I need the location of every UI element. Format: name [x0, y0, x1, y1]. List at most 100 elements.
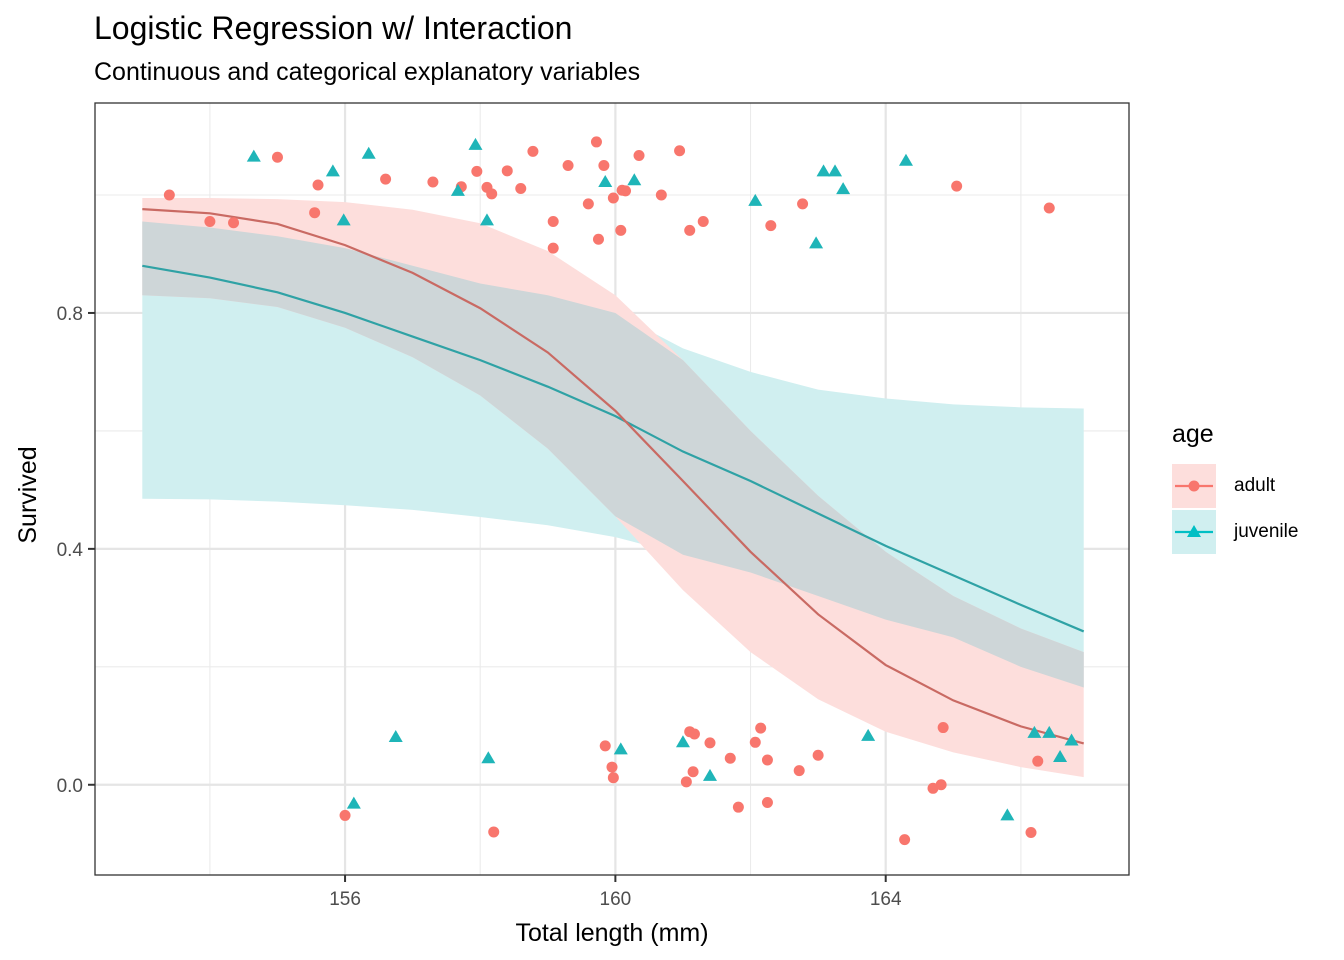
point-adult [680, 776, 692, 788]
point-adult [339, 809, 351, 821]
point-adult [547, 242, 559, 254]
point-juvenile [836, 182, 851, 195]
legend-label-adult: adult [1234, 475, 1276, 496]
point-juvenile [828, 164, 843, 177]
y-tick-label: 0.8 [57, 304, 83, 325]
point-adult [724, 752, 736, 764]
point-juvenile [675, 735, 690, 748]
point-adult [793, 765, 805, 777]
point-adult [687, 766, 699, 778]
point-juvenile [748, 193, 763, 206]
point-adult [309, 207, 321, 219]
point-adult [547, 216, 559, 228]
point-adult [501, 165, 513, 177]
point-adult [590, 136, 602, 148]
point-juvenile [481, 751, 496, 764]
point-adult [228, 217, 240, 229]
legend-swatch-triangle [1187, 525, 1201, 537]
point-juvenile [1053, 750, 1068, 763]
x-axis-title: Total length (mm) [515, 919, 708, 947]
point-juvenile [1064, 733, 1079, 746]
point-adult [765, 220, 777, 232]
point-adult [812, 749, 824, 761]
point-juvenile [479, 213, 494, 226]
point-adult [486, 188, 498, 200]
point-juvenile [346, 796, 361, 809]
point-juvenile [613, 742, 628, 755]
legend: age adult juvenile [1172, 420, 1298, 555]
point-juvenile [336, 213, 351, 226]
point-adult [471, 165, 483, 177]
point-adult [592, 233, 604, 245]
point-adult [607, 772, 619, 784]
point-adult [562, 160, 574, 172]
point-adult [1043, 202, 1055, 214]
point-adult [527, 145, 539, 157]
point-adult [582, 198, 594, 210]
point-juvenile [246, 149, 261, 162]
chart-title: Logistic Regression w/ Interaction [94, 10, 573, 46]
point-adult [599, 740, 611, 752]
fit-lines [142, 208, 1085, 745]
legend-swatch-juvenile [1172, 510, 1216, 554]
point-adult [688, 728, 700, 740]
point-adult [697, 216, 709, 228]
chart-subtitle: Continuous and categorical explanatory v… [94, 58, 641, 86]
point-juvenile [598, 175, 613, 188]
legend-swatch-adult [1172, 464, 1216, 508]
point-juvenile [1000, 808, 1015, 821]
confidence-ribbons [142, 197, 1084, 778]
point-juvenile [861, 728, 876, 741]
x-axis: 156 160 164 [329, 875, 902, 910]
y-tick-label: 0.4 [57, 540, 84, 561]
point-adult [606, 761, 618, 773]
point-adult [935, 779, 947, 791]
point-adult [620, 185, 632, 197]
point-adult [1025, 827, 1037, 839]
point-adult [312, 179, 324, 191]
y-tick-label: 0.0 [57, 776, 83, 797]
point-adult [204, 216, 216, 228]
fit-line-juvenile [142, 264, 1085, 633]
point-adult [749, 736, 761, 748]
point-juvenile [361, 146, 376, 159]
point-juvenile [450, 183, 465, 196]
point-adult [380, 173, 392, 185]
panel-border [94, 102, 1130, 876]
point-juvenile [388, 729, 403, 742]
point-adult [1032, 755, 1044, 767]
point-juvenile [809, 236, 824, 249]
y-axis-title: Survived [14, 446, 42, 543]
point-adult [704, 737, 716, 749]
point-juvenile [816, 164, 831, 177]
legend-item-adult: adult [1172, 463, 1298, 509]
legend-label-juvenile: juvenile [1234, 521, 1299, 542]
legend-swatch-circle [1188, 480, 1200, 492]
point-adult [163, 189, 175, 201]
point-adult [674, 145, 686, 157]
point-adult [615, 224, 627, 236]
point-adult [515, 183, 527, 195]
x-tick-label: 164 [870, 889, 902, 910]
point-juvenile [898, 153, 913, 166]
legend-key-adult [1172, 464, 1216, 508]
legend-item-juvenile: juvenile [1172, 509, 1298, 555]
point-adult [684, 224, 696, 236]
point-adult [607, 192, 619, 204]
point-adult [427, 176, 439, 188]
ribbon-overlap [142, 221, 1084, 688]
point-juvenile [702, 768, 717, 781]
point-adult [633, 149, 645, 161]
point-adult [937, 722, 949, 734]
point-juvenile [468, 137, 483, 150]
x-tick-label: 160 [600, 889, 632, 910]
point-adult [271, 151, 283, 163]
y-axis: 0.0 0.4 0.8 [57, 304, 95, 797]
point-adult [488, 826, 500, 838]
point-adult [761, 796, 773, 808]
point-adult [761, 754, 773, 766]
x-tick-label: 156 [329, 889, 361, 910]
point-juvenile [1042, 725, 1057, 738]
point-adult [732, 801, 744, 813]
